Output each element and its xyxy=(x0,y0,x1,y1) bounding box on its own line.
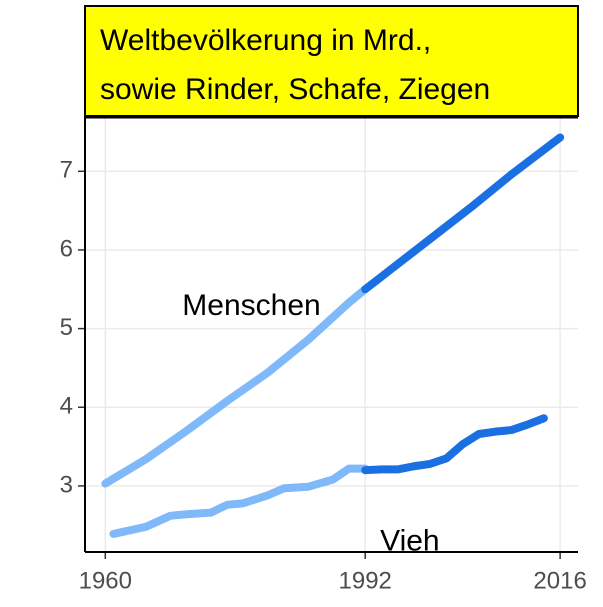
y-tick-label: 6 xyxy=(60,235,73,262)
annotation: Vieh xyxy=(380,524,440,557)
x-tick-label: 1960 xyxy=(79,567,132,594)
chart-title: sowie Rinder, Schafe, Ziegen xyxy=(100,73,490,106)
y-tick-label: 3 xyxy=(60,471,73,498)
y-tick-label: 4 xyxy=(60,393,73,420)
y-tick-label: 7 xyxy=(60,157,73,184)
title-box xyxy=(84,5,579,117)
y-tick-label: 5 xyxy=(60,314,73,341)
line xyxy=(361,133,565,294)
line xyxy=(109,464,370,538)
chart-title: Weltbevölkerung in Mrd., xyxy=(100,24,431,57)
annotation: Menschen xyxy=(182,289,320,322)
line xyxy=(361,414,548,475)
x-tick-label: 2016 xyxy=(533,567,586,594)
line xyxy=(101,285,370,488)
x-tick-label: 1992 xyxy=(339,567,392,594)
